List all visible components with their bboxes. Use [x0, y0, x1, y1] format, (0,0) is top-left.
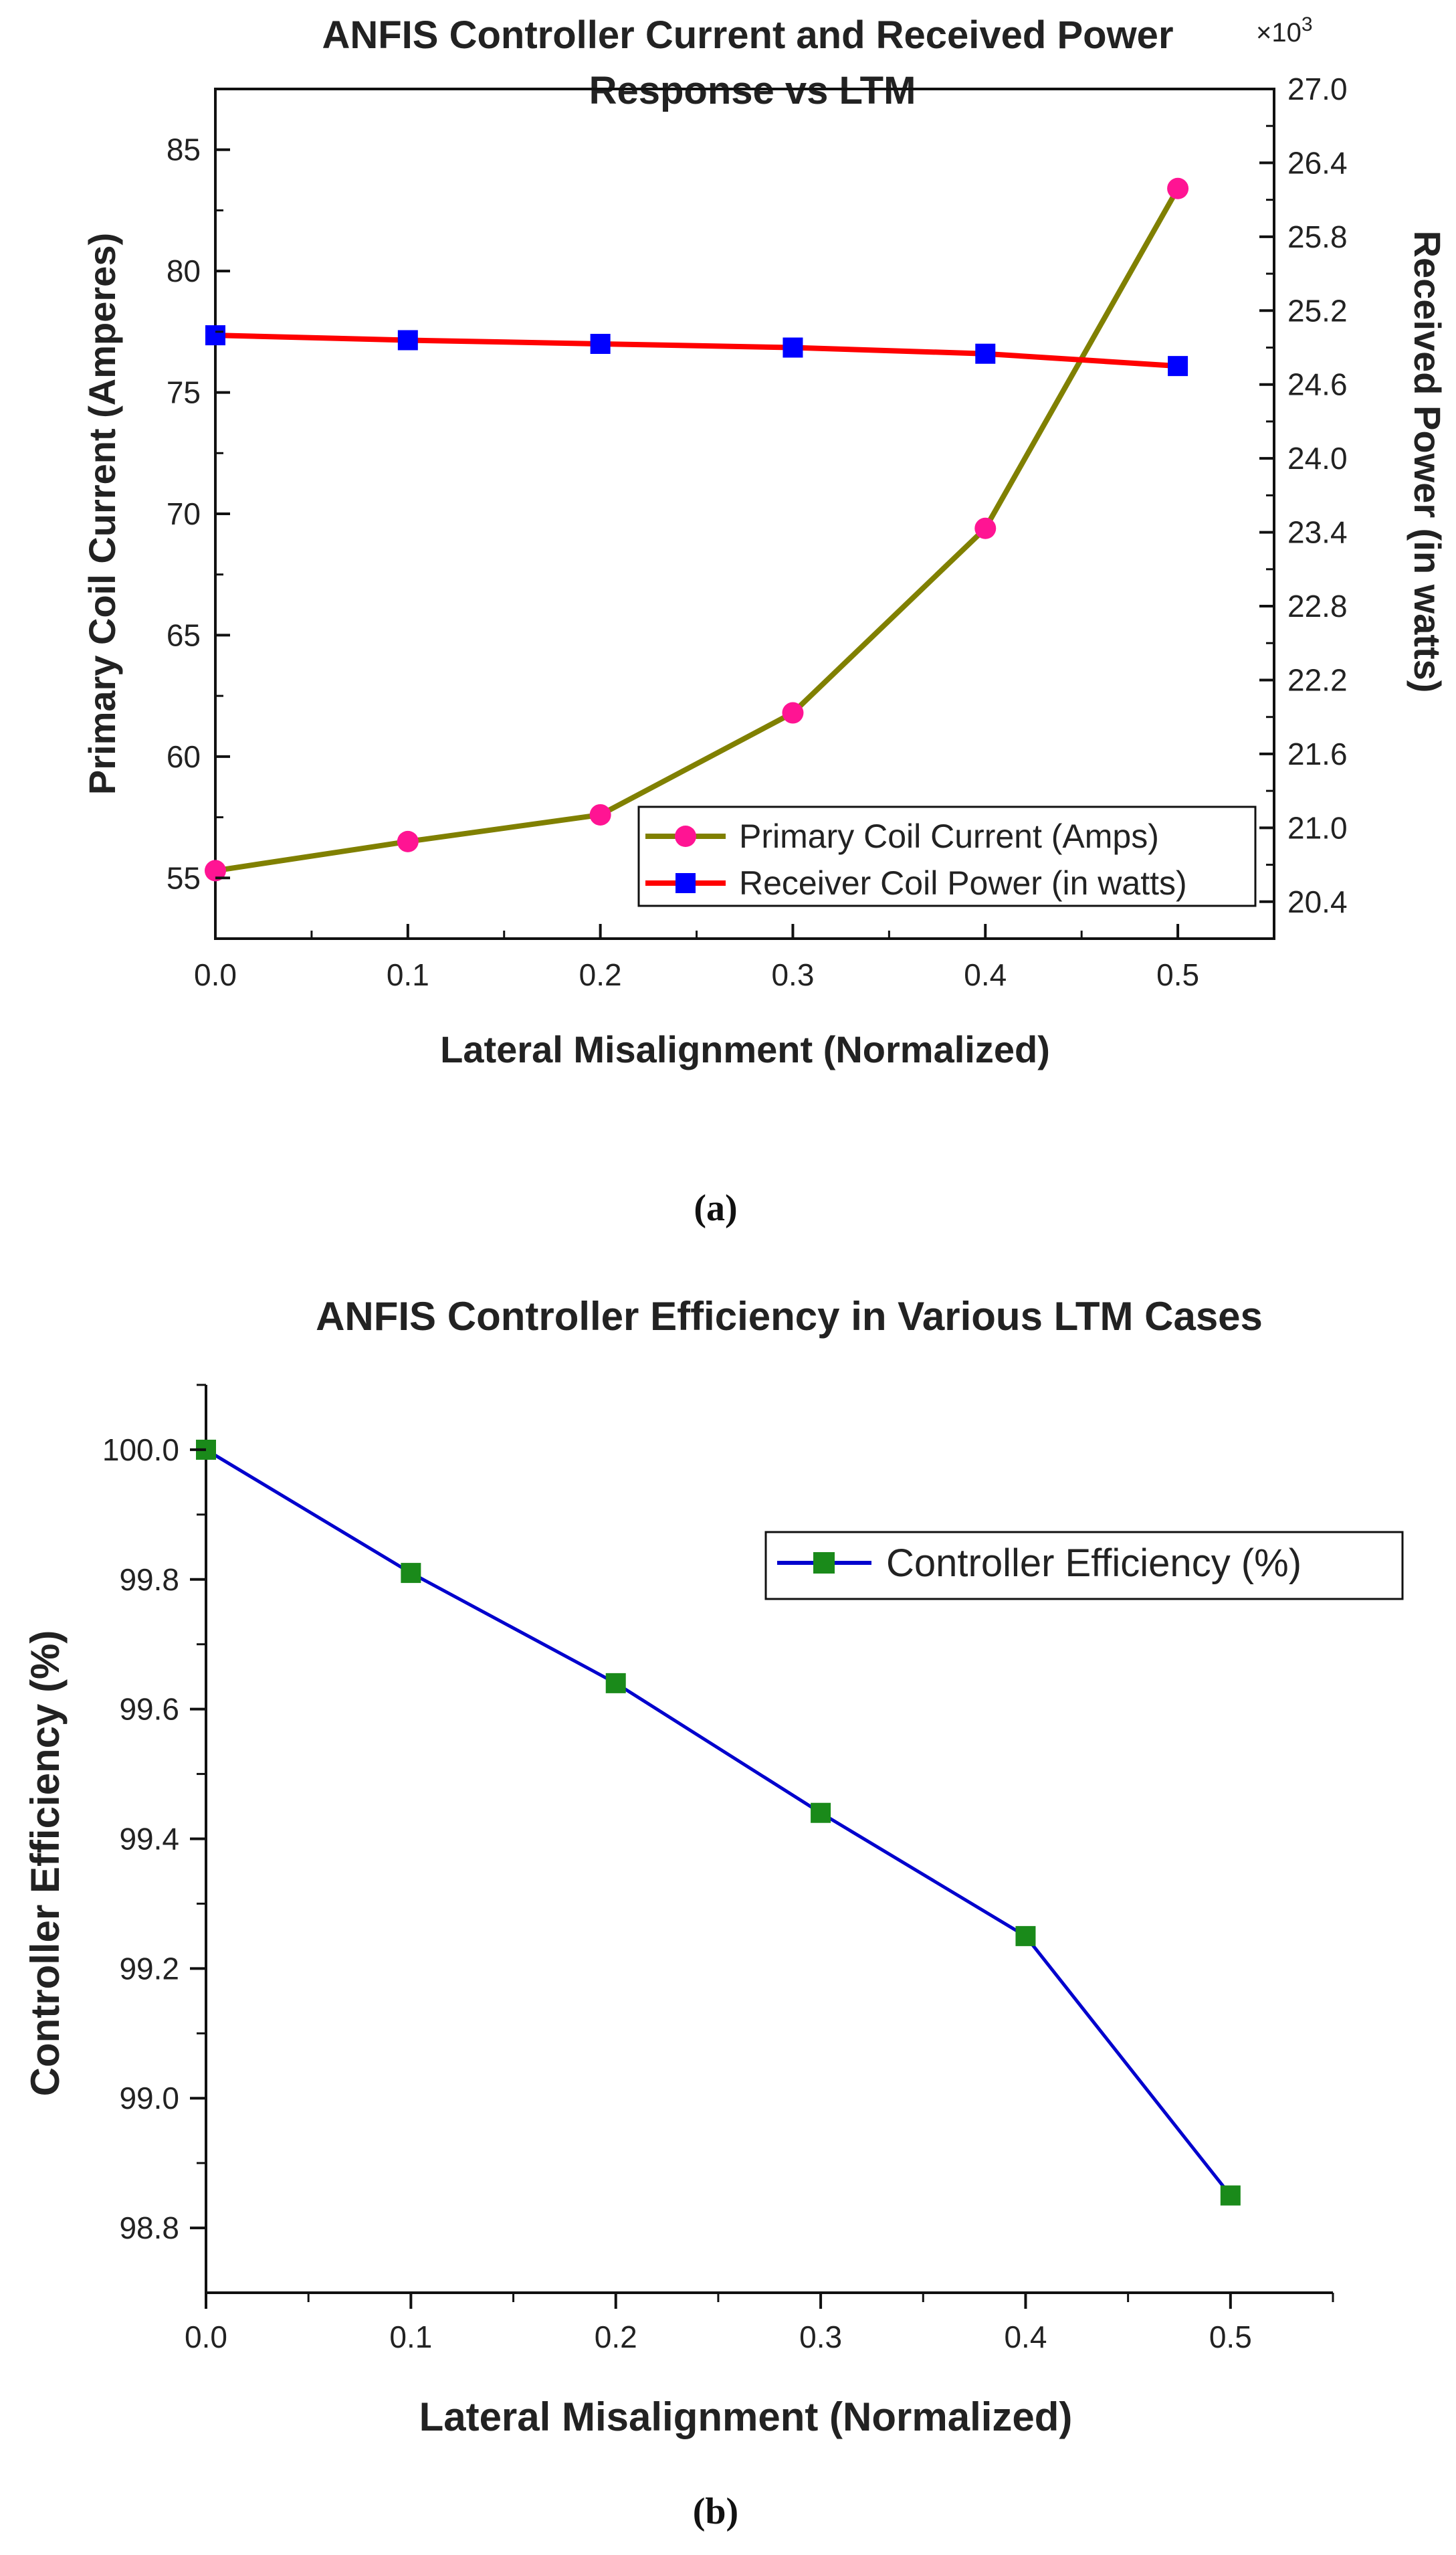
current-point	[782, 702, 804, 724]
y2-tick-label: 25.8	[1287, 219, 1348, 254]
chart-b-title: ANFIS Controller Efficiency in Various L…	[316, 1294, 1263, 1339]
y2-tick-label: 27.0	[1287, 72, 1348, 106]
chart-a-y2-multiplier: ×103	[1256, 13, 1313, 48]
x-tick-label: 0.4	[964, 957, 1007, 992]
y-tick-label: 99.0	[119, 2081, 179, 2115]
x-tick-label: 0.1	[387, 957, 429, 992]
y-tick-label: 85	[167, 132, 201, 167]
current-point	[974, 517, 997, 539]
y-tick-label: 80	[167, 254, 201, 288]
x-tick-label: 0.4	[1004, 2320, 1047, 2354]
y2-tick-label: 24.0	[1287, 441, 1348, 476]
chart-b-x-label: Lateral Misalignment (Normalized)	[419, 2394, 1073, 2439]
y2-tick-label: 20.4	[1287, 884, 1348, 919]
y-tick-label: 55	[167, 860, 201, 895]
y-tick-label: 60	[167, 739, 201, 774]
chart-a-title-line-2: Response vs LTM	[589, 69, 916, 112]
x-tick-label: 0.2	[579, 957, 622, 992]
y-tick-label: 98.8	[119, 2210, 179, 2245]
power-point	[205, 325, 225, 346]
x-tick-label: 0.2	[595, 2320, 637, 2354]
legend-marker-efficiency	[813, 1552, 835, 1574]
efficiency-point	[401, 1563, 421, 1584]
series-line-power	[215, 333, 1178, 369]
chart-b-plot-area	[196, 1385, 1333, 2294]
efficiency-point	[1015, 1925, 1036, 1946]
x-tick-label: 0.3	[771, 957, 814, 992]
legend-label-efficiency: Controller Efficiency (%)	[886, 1541, 1302, 1585]
x-tick-label: 0.0	[194, 957, 237, 992]
x-tick-label: 0.1	[389, 2320, 432, 2354]
chart-a-y2-label: Received Power (in watts)	[1407, 231, 1449, 693]
caption-b: (b)	[693, 2491, 738, 2532]
x-tick-label: 0.5	[1209, 2320, 1252, 2354]
caption-a: (a)	[694, 1188, 737, 1229]
chart-a-plot-area	[205, 88, 1275, 940]
power-point	[590, 334, 611, 354]
efficiency-point	[1220, 2185, 1241, 2206]
chart-a: ANFIS Controller Current and Received Po…	[81, 13, 1449, 1229]
current-point	[589, 803, 611, 826]
power-point	[783, 337, 803, 358]
legend-marker-current	[675, 826, 696, 847]
series-line-efficiency	[205, 1448, 1232, 2197]
y-tick-label: 99.8	[119, 1562, 179, 1597]
y-tick-label: 75	[167, 375, 201, 410]
current-point	[397, 830, 419, 852]
chart-b-legend: Controller Efficiency (%)	[764, 1531, 1404, 1600]
chart-a-legend-box	[637, 806, 1257, 907]
y-tick-label: 100.0	[102, 1432, 179, 1467]
x-tick-label: 0.5	[1156, 957, 1199, 992]
series-line-current	[215, 187, 1180, 874]
chart-a-title-line-1: ANFIS Controller Current and Received Po…	[322, 13, 1173, 57]
y-tick-label: 99.2	[119, 1951, 179, 1986]
legend-label-power: Receiver Coil Power (in watts)	[739, 864, 1187, 902]
current-point	[1167, 177, 1189, 199]
power-point	[975, 343, 996, 364]
chart-b-x-axis: 0.0 0.1 0.2 0.3 0.4 0.5	[185, 2293, 1334, 2354]
y2-tick-label: 22.2	[1287, 662, 1348, 697]
y2-tick-label: 22.8	[1287, 589, 1348, 624]
chart-a-x-axis: 0.0 0.1 0.2 0.3 0.4 0.5	[194, 924, 1199, 992]
y2-tick-label: 21.6	[1287, 737, 1348, 771]
y-tick-label: 99.4	[119, 1822, 179, 1857]
power-point	[397, 330, 418, 351]
chart-b-legend-box	[764, 1531, 1404, 1600]
legend-marker-power	[675, 873, 696, 893]
current-point	[205, 860, 226, 882]
power-point	[1168, 356, 1188, 377]
chart-b-y-label: Controller Efficiency (%)	[23, 1630, 68, 2097]
y-tick-label: 65	[167, 618, 201, 652]
efficiency-point	[811, 1802, 831, 1823]
chart-b-y-axis: 98.8 99.0 99.2 99.4 99.6 99.8 100.0	[102, 1384, 206, 2245]
y2-tick-label: 26.4	[1287, 145, 1348, 180]
y2-tick-label: 24.6	[1287, 367, 1348, 402]
efficiency-point	[605, 1673, 626, 1693]
x-tick-label: 0.0	[185, 2320, 227, 2354]
y2-tick-label: 23.4	[1287, 515, 1348, 550]
chart-b: ANFIS Controller Efficiency in Various L…	[23, 1294, 1404, 2532]
y-tick-label: 70	[167, 496, 201, 531]
chart-a-legend: Primary Coil Current (Amps) Receiver Coi…	[637, 806, 1257, 907]
y2-tick-label: 21.0	[1287, 810, 1348, 845]
chart-a-y-label: Primary Coil Current (Amperes)	[81, 233, 123, 795]
chart-a-y-axis-left: 55 60 65 70 75 80 85	[167, 132, 230, 895]
chart-a-x-label: Lateral Misalignment (Normalized)	[440, 1028, 1050, 1070]
y-tick-label: 99.6	[119, 1692, 179, 1727]
legend-label-current: Primary Coil Current (Amps)	[739, 818, 1159, 855]
chart-a-y-axis-right: 20.4 21.0 21.6 22.2 22.8 23.4 24.0 24.6 25.2 25.8…	[1259, 72, 1348, 919]
x-tick-label: 0.3	[799, 2320, 842, 2354]
y2-tick-label: 25.2	[1287, 293, 1348, 328]
